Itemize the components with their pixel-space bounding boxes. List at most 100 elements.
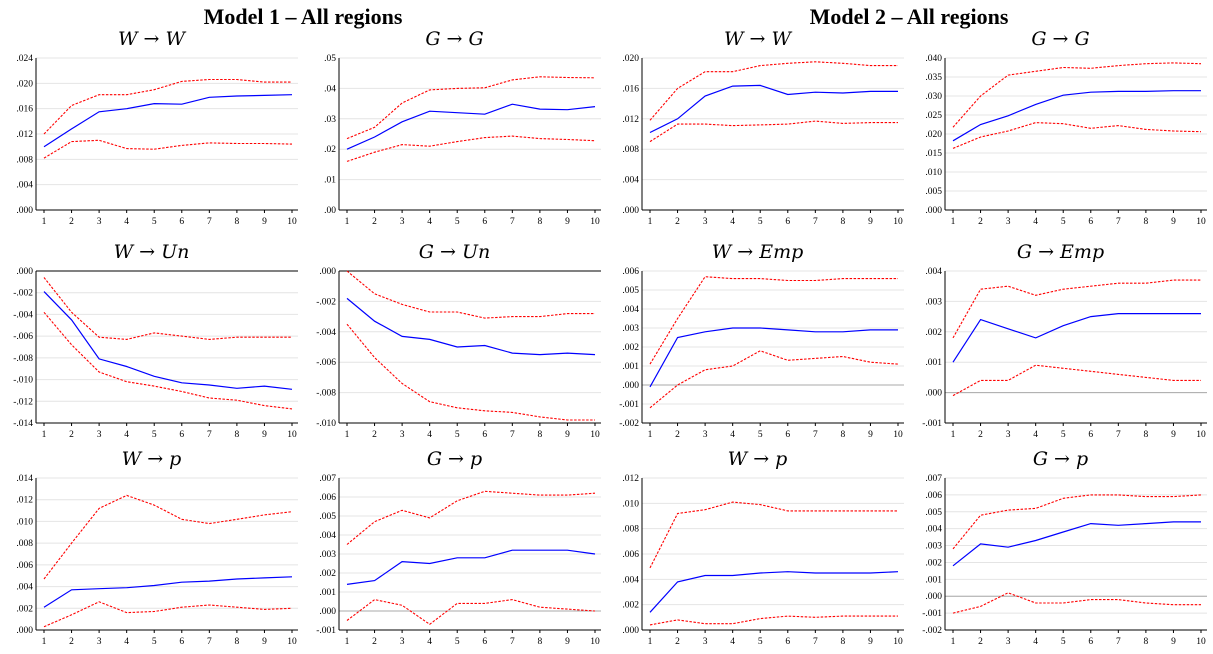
- y-tick-label: .001: [319, 588, 336, 598]
- irf-panel: -.002 -.001 .000 .001 .002 .003 .004 .005 .006 .0…: [909, 446, 1212, 654]
- y-tick-label: -.001: [316, 626, 336, 636]
- x-tick-label: 2: [372, 637, 377, 647]
- x-tick-label: 1: [648, 637, 653, 647]
- x-tick-label: 9: [1171, 637, 1176, 647]
- x-tick-label: 3: [703, 430, 708, 440]
- y-tick-label: .000: [622, 626, 639, 636]
- x-tick-label: 4: [1033, 217, 1038, 227]
- y-tick-label: -.002: [922, 626, 942, 636]
- y-tick-label: .04: [324, 84, 336, 94]
- x-tick-label: 2: [69, 217, 74, 227]
- x-tick-label: 8: [841, 637, 846, 647]
- x-tick-label: 7: [207, 430, 212, 440]
- lower-band-line: [952, 364, 1201, 397]
- x-tick-label: 2: [978, 217, 983, 227]
- x-tick-label: 9: [262, 430, 267, 440]
- y-tick-label: .007: [925, 474, 942, 484]
- x-tick-label: 3: [703, 637, 708, 647]
- x-tick-label: 9: [868, 637, 873, 647]
- y-tick-label: .015: [925, 149, 942, 159]
- irf-chart: -.002 -.001 .000 .001 .002 .003 .004 .005 .006 1 2…: [619, 267, 904, 440]
- irf-chart: -.001 .000 .001 .002 .003 .004 1 2 3 4 5 6 7 8 9 10: [922, 267, 1207, 440]
- x-tick-label: 7: [813, 637, 818, 647]
- irf-panel: -.001 .000 .001 .002 .003 .004 .005 .006 .007 1 2 3…: [303, 446, 606, 654]
- y-tick-label: .000: [622, 206, 639, 216]
- upper-band-line: [952, 279, 1201, 339]
- x-tick-label: 3: [400, 637, 405, 647]
- x-tick-label: 6: [1088, 430, 1093, 440]
- x-tick-label: 5: [758, 217, 763, 227]
- y-tick-label: .02: [324, 145, 336, 155]
- x-tick-label: 10: [1196, 430, 1206, 440]
- irf-chart: -.010 -.008 -.006 -.004 -.002 .000 1 2 3 4 5 6 7 8 9 10: [316, 267, 601, 440]
- response-line: [346, 549, 596, 585]
- lower-band-line: [43, 139, 293, 159]
- panel-title: W → p: [121, 448, 182, 470]
- lower-band-line: [346, 599, 596, 625]
- y-tick-label: .002: [925, 328, 942, 338]
- irf-panel: .000 .002 .004 .006 .008 .010 .012 .014 1 2 3 4 5 6 7 8…: [0, 446, 303, 654]
- irf-panel: -.010 -.008 -.006 -.004 -.002 .000 1 2 3 4 5 6 7 8 9 10…: [303, 239, 606, 447]
- x-tick-label: 6: [482, 637, 487, 647]
- y-tick-label: .005: [925, 187, 942, 197]
- x-tick-label: 10: [287, 217, 297, 227]
- x-tick-label: 10: [1196, 217, 1206, 227]
- lower-band-line: [43, 601, 293, 628]
- y-tick-label: .003: [622, 324, 639, 334]
- panel-title: G → Emp: [1016, 241, 1105, 263]
- y-tick-label: .004: [925, 525, 942, 535]
- irf-panel: .00 .01 .02 .03 .04 .05 1 2 3 4 5 6 7 8 9 10 G → G: [303, 26, 606, 234]
- panel-title: W → W: [723, 28, 792, 50]
- x-tick-label: 4: [1033, 430, 1038, 440]
- x-tick-label: 10: [893, 637, 903, 647]
- response-line: [952, 521, 1201, 567]
- x-tick-label: 7: [510, 637, 515, 647]
- x-tick-label: 6: [785, 217, 790, 227]
- y-tick-label: .000: [925, 206, 942, 216]
- panel-title: W → Emp: [711, 241, 804, 263]
- irf-panel: -.014 -.012 -.010 -.008 -.006 -.004 -.002 .000 1…: [0, 239, 303, 447]
- y-tick-label: .000: [16, 626, 33, 636]
- y-tick-label: -.002: [13, 289, 33, 299]
- model-1-title: Model 1 – All regions: [203, 4, 403, 29]
- irf-chart: -.001 .000 .001 .002 .003 .004 .005 .006 .007 1 2 3…: [316, 474, 601, 647]
- upper-band-line: [952, 62, 1202, 128]
- x-tick-label: 2: [69, 637, 74, 647]
- irf-chart: .000 .004 .008 .012 .016 .020 1 2 3 4 5 6 7 8 9 10: [622, 54, 904, 227]
- x-tick-label: 7: [510, 217, 515, 227]
- y-tick-label: -.004: [13, 310, 33, 320]
- response-line: [952, 312, 1201, 363]
- x-tick-label: 6: [482, 430, 487, 440]
- x-tick-label: 8: [235, 217, 240, 227]
- y-tick-label: .002: [925, 558, 942, 568]
- x-tick-label: 6: [482, 217, 487, 227]
- x-tick-label: 9: [1171, 430, 1176, 440]
- upper-band-line: [43, 277, 292, 340]
- lower-band-line: [952, 122, 1202, 149]
- x-tick-label: 3: [400, 217, 405, 227]
- y-tick-label: .010: [925, 168, 942, 178]
- y-tick-label: .000: [16, 206, 33, 216]
- x-tick-label: 10: [893, 217, 903, 227]
- x-tick-label: 4: [730, 430, 735, 440]
- x-tick-label: 3: [400, 430, 405, 440]
- panel-title: G → G: [425, 28, 484, 50]
- y-tick-label: .000: [319, 267, 336, 277]
- x-tick-label: 8: [1144, 217, 1149, 227]
- lower-band-line: [952, 592, 1201, 614]
- x-tick-label: 10: [287, 637, 297, 647]
- y-tick-label: .025: [925, 111, 942, 121]
- x-tick-label: 4: [124, 637, 129, 647]
- y-tick-label: .005: [925, 508, 942, 518]
- x-tick-label: 1: [648, 430, 653, 440]
- x-tick-label: 4: [427, 217, 432, 227]
- response-line: [649, 571, 899, 613]
- irf-chart: .00 .01 .02 .03 .04 .05 1 2 3 4 5 6 7 8 9 10: [324, 54, 601, 227]
- upper-band-line: [649, 61, 898, 121]
- x-tick-label: 10: [590, 637, 600, 647]
- y-tick-label: .007: [319, 474, 336, 484]
- y-tick-label: -.001: [922, 419, 942, 429]
- x-tick-label: 5: [152, 217, 157, 227]
- x-tick-label: 3: [97, 217, 102, 227]
- irf-panel: .000 .005 .010 .015 .020 .025 .030 .035 .040 1 2 3 4…: [909, 26, 1212, 234]
